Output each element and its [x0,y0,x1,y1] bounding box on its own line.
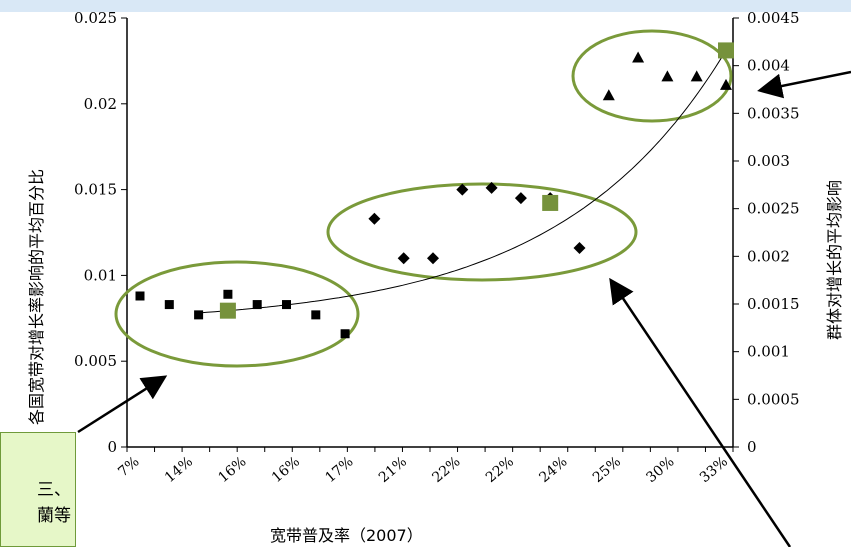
group-average-point [219,302,236,319]
cluster-ellipses [114,29,733,368]
triangle-point [632,51,645,63]
y-left-tick-label: 0 [107,438,117,456]
y-right-tick-label: 0.001 [747,343,790,361]
diamond-point [427,252,439,265]
y-right-tick-label: 0 [747,438,757,456]
x-tick-label: 33% [697,454,731,486]
square-point [340,329,350,339]
y-axis-right-title: 群体对增长的平均影响 [825,180,844,340]
trend-curve [194,48,728,314]
y-left-tick-label: 0.005 [74,352,117,370]
diamond-point [514,192,527,205]
x-tick-label: 16% [269,454,303,486]
y-right-tick-label: 0.0015 [747,295,800,313]
y-axis-left-title: 各国宽带对增长率影响的平均百分比 [27,169,46,425]
x-axis-title: 宽带普及率（2007） [270,526,423,545]
axes: 0 0.005 0.01 0.015 0.02 0.025 0 0.0005 0.001 0.00… [74,9,799,486]
x-tick-label: 24% [536,454,570,486]
diamond-point [397,252,410,265]
cluster-ellipse-1 [114,260,360,368]
square-point [194,310,204,320]
x-tick-label: 21% [376,454,410,486]
y-left-tick-label: 0.025 [74,9,117,27]
y-right-tick-label: 0.0005 [747,390,800,408]
y-right-tick-label: 0.004 [747,57,790,75]
y-left-tick-label: 0.01 [84,266,117,284]
x-tick-label: 7% [115,454,142,481]
cluster-ellipse-3 [571,29,733,123]
cluster-ellipse-2 [326,182,638,282]
diamond-point [456,183,469,196]
triangle-point [661,70,674,82]
data-points [135,42,734,339]
y-right-tick-label: 0.0045 [747,9,800,27]
y-right-tick-label: 0.003 [747,152,790,170]
diamond-point [368,212,381,225]
x-tick-label: 25% [590,454,624,486]
square-point [282,300,291,310]
x-tick-label: 30% [643,454,677,486]
x-tick-label: 17% [322,454,356,486]
y-right-tick-label: 0.0035 [747,104,800,122]
y-left-tick-label: 0.02 [84,95,117,113]
x-tick-label: 14% [162,454,196,486]
square-point [164,300,174,310]
callout-box: 三、 蘭等 [0,432,76,547]
arrow-to-cluster-3 [757,70,851,99]
square-point [311,310,321,320]
group-average-point [718,42,734,59]
diamond-point [485,181,498,194]
y-right-tick-label: 0.0025 [747,200,800,218]
x-tick-label: 22% [483,454,517,486]
square-point [223,289,233,299]
top-band [0,0,851,12]
triangle-point [602,89,615,101]
square-point [135,291,145,301]
group-average-point [542,194,559,211]
square-point [252,300,262,310]
pointer-arrows [77,70,851,547]
arrow-to-cluster-1 [77,375,168,434]
y-right-tick-label: 0.002 [747,247,790,265]
arrow-to-cluster-2 [609,277,792,547]
x-tick-label: 16% [215,454,249,486]
callout-text: 三、 蘭等 [37,480,71,526]
diamond-point [573,241,586,254]
y-left-tick-label: 0.015 [74,181,117,199]
x-tick-label: 22% [429,454,463,486]
triangle-point [690,70,703,82]
triangle-point [720,78,732,90]
